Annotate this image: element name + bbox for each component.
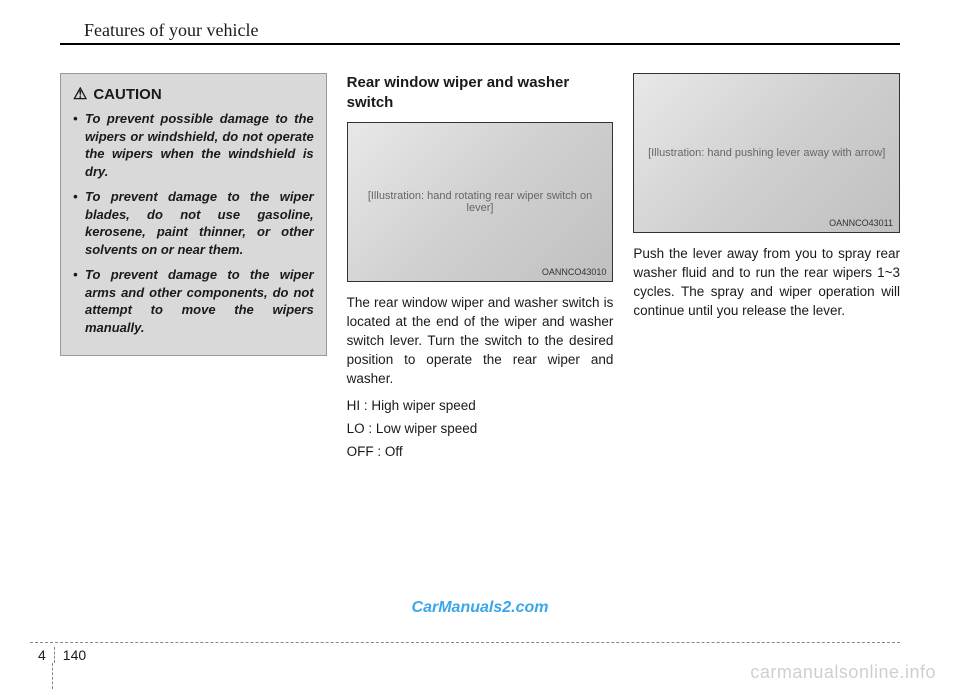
header-rule: Features of your vehicle	[60, 20, 900, 45]
watermark-carmanuals2: CarManuals2.com	[412, 599, 549, 617]
footer-dashed-vertical	[52, 663, 53, 689]
column-middle: Rear window wiper and washer switch [Ill…	[347, 73, 614, 467]
caution-header: ⚠ CAUTION	[73, 84, 314, 104]
watermark-carmanualsonline: carmanualsonline.info	[750, 662, 936, 683]
figure-alt-text: [Illustration: hand rotating rear wiper …	[348, 182, 613, 222]
caution-item: To prevent possible damage to the wipers…	[73, 110, 314, 180]
setting-off: OFF : Off	[347, 444, 614, 459]
caution-item: To prevent damage to the wiper arms and …	[73, 266, 314, 336]
page-header-title: Features of your vehicle	[60, 20, 900, 41]
page-footer: 4 140	[30, 642, 900, 663]
figure-rear-washer-push: [Illustration: hand pushing lever away w…	[633, 73, 900, 233]
footer-numbers: 4 140	[30, 647, 900, 663]
column-right: [Illustration: hand pushing lever away w…	[633, 73, 900, 467]
content-columns: ⚠ CAUTION To prevent possible damage to …	[60, 73, 900, 467]
body-paragraph: Push the lever away from you to spray re…	[633, 245, 900, 321]
figure-caption: OANNCO43010	[542, 267, 607, 277]
figure-alt-text: [Illustration: hand pushing lever away w…	[640, 139, 893, 167]
caution-box: ⚠ CAUTION To prevent possible damage to …	[60, 73, 327, 356]
caution-item: To prevent damage to the wiper blades, d…	[73, 188, 314, 258]
caution-list: To prevent possible damage to the wipers…	[73, 110, 314, 337]
setting-lo: LO : Low wiper speed	[347, 421, 614, 436]
setting-hi: HI : High wiper speed	[347, 398, 614, 413]
column-left: ⚠ CAUTION To prevent possible damage to …	[60, 73, 327, 467]
footer-page-number: 140	[55, 647, 86, 663]
body-paragraph: The rear window wiper and washer switch …	[347, 294, 614, 388]
section-heading: Rear window wiper and washer switch	[347, 73, 614, 112]
figure-caption: OANNCO43011	[829, 218, 893, 228]
caution-label: CAUTION	[93, 86, 161, 103]
warning-triangle-icon: ⚠	[73, 84, 87, 104]
footer-chapter-number: 4	[30, 647, 55, 663]
figure-rear-wiper-switch: [Illustration: hand rotating rear wiper …	[347, 122, 614, 282]
